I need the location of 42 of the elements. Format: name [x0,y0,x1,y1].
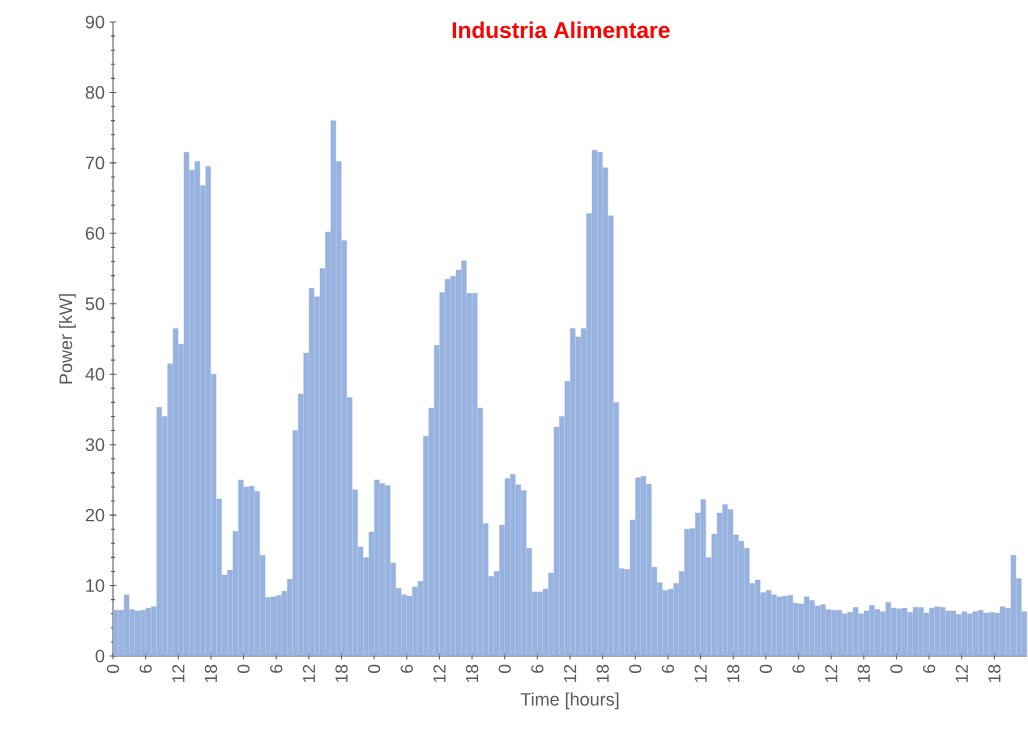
x-tick-label: 18 [204,664,218,683]
y-tick-label: 30 [85,438,105,452]
x-tick-label: 12 [825,664,838,683]
y-tick-label: 60 [85,226,105,240]
x-tick-label: 18 [335,664,348,683]
y-tick-label: 40 [85,367,105,381]
x-tick-label: 6 [400,664,413,673]
x-tick-label: 6 [922,664,936,673]
y-axis-title: Power [kW] [59,294,76,384]
x-tick-label: 18 [465,664,479,683]
x-tick-label: 12 [694,664,707,683]
x-tick-label: 6 [531,664,544,673]
bar [113,610,119,657]
x-tick-label: 12 [433,664,446,683]
y-tick-label: 80 [85,86,105,99]
y-tick-label: 90 [85,15,105,29]
x-tick-label: 12 [563,664,577,683]
y-tick-label: 20 [85,508,105,522]
y-tick-label: 70 [85,156,105,170]
x-tick-label: 12 [302,664,315,683]
x-tick-label: 0 [890,664,903,674]
chart-title: Industria Alimentare [452,21,670,39]
x-tick-label: 6 [270,664,283,673]
x-tick-label: 18 [988,664,1001,683]
x-tick-label: 0 [106,664,120,674]
x-tick-label: 18 [857,664,870,683]
x-tick-label: 6 [792,664,805,673]
x-axis-title: Time [hours] [520,692,619,710]
x-tick-label: 0 [368,664,381,674]
x-tick-label: 0 [237,664,250,674]
x-tick-label: 0 [759,664,772,674]
x-tick-label: 18 [596,664,609,683]
x-tick-label: 6 [139,664,152,673]
x-tick-label: 18 [727,664,740,683]
x-tick-label: 0 [498,664,511,674]
y-tick-label: 0 [95,649,105,663]
x-tick-label: 6 [661,664,675,673]
y-tick-label: 10 [86,579,105,592]
x-tick-label: 12 [955,664,968,683]
y-tick-label: 50 [85,297,105,311]
x-tick-label: 12 [172,664,185,683]
x-tick-label: 0 [629,664,642,674]
